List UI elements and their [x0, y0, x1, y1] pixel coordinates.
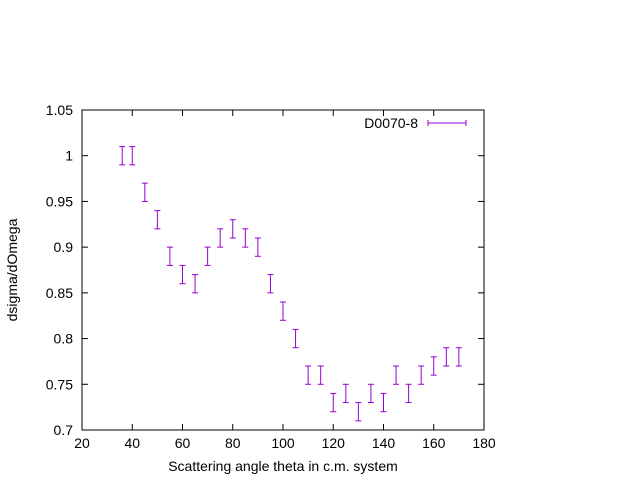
y-tick-label: 0.75: [46, 376, 73, 392]
data-point: [292, 328, 299, 349]
data-point: [154, 210, 161, 230]
data-point: [355, 402, 362, 422]
data-point: [405, 383, 412, 404]
data-point: [242, 228, 249, 248]
data-point: [455, 347, 462, 367]
y-axis-ticks: 0.7 0.75 0.8 0.85 0.9 0.95 1 1.05: [46, 102, 484, 438]
y-tick-label: 1.05: [46, 102, 73, 118]
legend-label: D0070-8: [364, 115, 418, 131]
x-tick-label: 140: [372, 435, 396, 451]
data-point: [179, 264, 186, 285]
x-tick-label: 60: [175, 435, 191, 451]
data-point: [367, 383, 374, 404]
x-axis-ticks: 20 40 60 80 100 120 140 160 180: [74, 110, 496, 451]
data-point: [119, 146, 126, 166]
data-point: [317, 365, 324, 385]
data-point: [380, 392, 387, 413]
x-tick-label: 80: [225, 435, 241, 451]
data-point: [443, 347, 450, 367]
data-point: [229, 219, 236, 239]
data-point: [430, 356, 437, 376]
data-point: [204, 246, 211, 266]
data-point: [393, 365, 400, 385]
y-tick-label: 1: [65, 148, 73, 164]
y-tick-label: 0.85: [46, 285, 73, 301]
y-axis-label: dsigma/dOmega: [4, 218, 20, 321]
data-point: [166, 246, 173, 266]
legend-sample: [427, 120, 467, 126]
legend: D0070-8: [364, 115, 467, 131]
plot-frame: [81, 109, 485, 431]
data-point: [217, 228, 224, 248]
x-tick-label: 180: [472, 435, 496, 451]
data-point: [342, 383, 349, 404]
data-point: [418, 365, 425, 385]
data-point: [129, 146, 136, 166]
y-tick-label: 0.7: [54, 422, 74, 438]
data-point: [254, 237, 261, 257]
y-tick-label: 0.8: [54, 331, 74, 347]
data-point: [141, 182, 148, 202]
x-tick-label: 100: [271, 435, 295, 451]
x-tick-label: 160: [422, 435, 446, 451]
data-point: [267, 274, 274, 294]
data-point: [280, 301, 286, 321]
data-point: [330, 392, 337, 413]
data-point: [305, 365, 312, 385]
y-tick-label: 0.9: [54, 239, 74, 255]
data-points: [119, 146, 462, 422]
x-axis-label: Scattering angle theta in c.m. system: [168, 458, 398, 474]
x-tick-label: 120: [322, 435, 346, 451]
data-point: [192, 274, 199, 294]
x-tick-label: 40: [124, 435, 140, 451]
x-tick-label: 20: [74, 435, 90, 451]
y-tick-label: 0.95: [46, 193, 73, 209]
